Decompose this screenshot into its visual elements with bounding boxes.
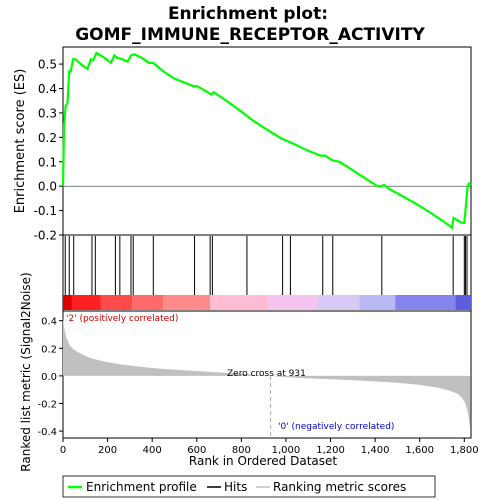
heatbar-segment	[72, 295, 101, 310]
es-y-tick-label: 0.1	[38, 155, 57, 169]
x-tick-label: 1,600	[405, 445, 434, 456]
heatbar-segment	[317, 295, 359, 310]
heatbar-segment	[132, 295, 163, 310]
title-line-1: Enrichment plot:	[168, 4, 328, 24]
es-y-tick-label: -0.1	[34, 204, 57, 218]
heatbar-segment	[455, 295, 471, 310]
es-panel: -0.2 -0.1 0.0 0.1 0.2 0.3 0.4 0.5 Enrichment sc…	[13, 47, 471, 243]
legend-metric-label: Ranking metric scores	[273, 480, 406, 494]
heatbar-segment	[210, 295, 268, 310]
x-tick-label: 1,400	[361, 445, 390, 456]
ranking-heatbar	[63, 295, 471, 310]
hits-panel	[63, 235, 471, 311]
metric-y-tick-label: 0.0	[41, 372, 57, 383]
heatbar-segment	[268, 295, 317, 310]
x-tick-label: 200	[98, 445, 117, 456]
es-y-axis: -0.2 -0.1 0.0 0.1 0.2 0.3 0.4 0.5	[34, 58, 63, 243]
metric-y-tick-label: -0.4	[37, 427, 57, 438]
metric-y-tick-label: 0.2	[41, 344, 57, 355]
heatbar-segment	[395, 295, 455, 310]
negative-correlation-label: '0' (negatively correlated)	[278, 422, 394, 432]
x-axis-label: Rank in Ordered Dataset	[189, 454, 337, 468]
es-y-tick-label: 0.3	[38, 106, 57, 120]
positive-correlation-label: '2' (positively correlated)	[66, 314, 178, 324]
es-y-tick-label: 0.2	[38, 131, 57, 145]
hit-lines	[65, 236, 467, 295]
title-line-2: GOMF_IMMUNE_RECEPTOR_ACTIVITY	[75, 25, 425, 45]
x-tick-label: 0	[60, 445, 66, 456]
es-y-tick-label: -0.2	[34, 229, 57, 243]
x-tick-label: 1,800	[450, 445, 479, 456]
es-y-tick-label: 0.4	[38, 82, 57, 96]
es-y-tick-label: 0.0	[38, 180, 57, 194]
heatbar-segment	[163, 295, 210, 310]
metric-y-axis-label: Ranked list metric (Signal2Noise)	[19, 272, 33, 471]
zero-cross-label: Zero cross at 931	[227, 369, 306, 379]
x-tick-label: 400	[143, 445, 162, 456]
heatbar-segment	[63, 295, 72, 310]
es-y-axis-label: Enrichment score (ES)	[13, 69, 28, 214]
legend-enrichment-label: Enrichment profile	[86, 480, 197, 494]
metric-y-axis: -0.4 -0.2 0.0 0.2 0.4	[37, 317, 63, 438]
legend: Enrichment profile Hits Ranking metric s…	[63, 476, 435, 497]
es-panel-frame	[63, 47, 471, 235]
metric-y-tick-label: -0.2	[37, 399, 57, 410]
heatbar-segment	[101, 295, 132, 310]
heatbar-segment	[360, 295, 396, 310]
metric-y-tick-label: 0.4	[41, 317, 57, 328]
legend-hits-label: Hits	[224, 480, 247, 494]
es-y-tick-label: 0.5	[38, 58, 57, 72]
enrichment-profile-line	[63, 53, 471, 228]
